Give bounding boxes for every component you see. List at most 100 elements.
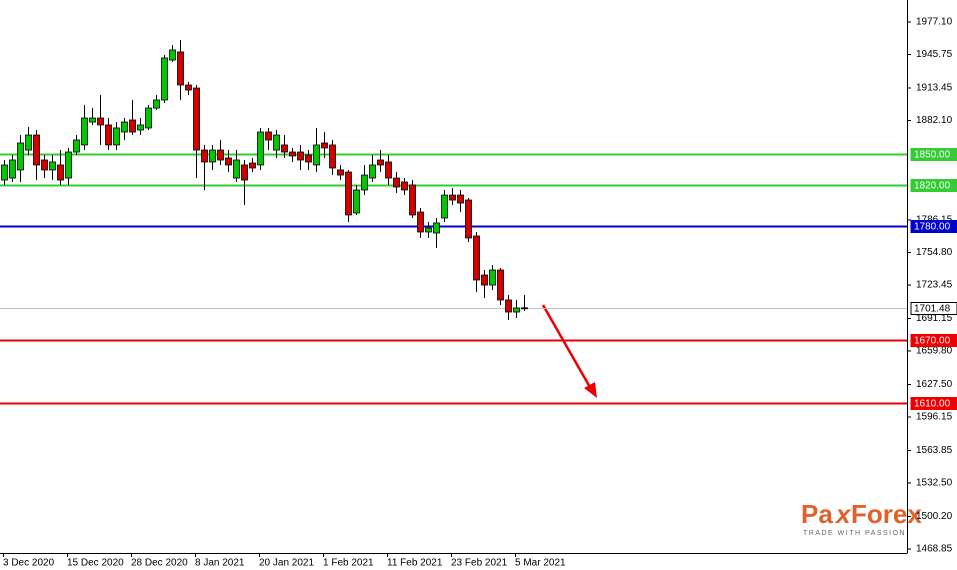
- x-tick-label: 3 Dec 2020: [3, 558, 55, 569]
- candle-body: [329, 144, 336, 169]
- candle-body: [345, 171, 352, 216]
- candle: [73, 135, 80, 156]
- candle: [401, 178, 408, 196]
- y-tick-label: 1977.10: [916, 17, 953, 28]
- candle-body: [1, 164, 8, 181]
- candle: [433, 217, 440, 249]
- candle-body: [185, 84, 192, 91]
- candle-body: [153, 99, 160, 109]
- candle: [457, 189, 464, 213]
- x-tick-label: 15 Dec 2020: [67, 558, 124, 569]
- candle-body: [297, 151, 304, 161]
- candle-body: [217, 149, 224, 161]
- x-tick-label: 11 Feb 2021: [387, 558, 443, 569]
- y-tick-label: 1596.15: [916, 412, 953, 423]
- candle-body: [249, 162, 256, 169]
- candle: [425, 222, 432, 238]
- candle: [185, 82, 192, 95]
- candle: [41, 155, 48, 179]
- candle: [417, 208, 424, 238]
- candle: [449, 187, 456, 206]
- candle-body: [337, 169, 344, 176]
- candle: [497, 268, 504, 305]
- candle-body: [489, 269, 496, 286]
- candle: [521, 295, 528, 311]
- candle-body: [425, 227, 432, 233]
- candle: [145, 105, 152, 131]
- tagline: TRADE WITH PASSION: [803, 530, 906, 537]
- candle: [33, 130, 40, 181]
- candle-body: [33, 134, 40, 166]
- y-tick-label: 1913.45: [916, 83, 953, 94]
- candle-body: [97, 117, 104, 126]
- level-label: 1820.00: [914, 181, 951, 192]
- candle: [249, 158, 256, 173]
- candle-body: [225, 157, 232, 166]
- y-tick-label: 1723.45: [916, 280, 953, 291]
- candle: [193, 85, 200, 179]
- brand-part: Pa: [801, 499, 833, 529]
- y-tick-label: 1563.85: [916, 445, 953, 456]
- candle: [49, 155, 56, 181]
- candle-body: [441, 194, 448, 219]
- level-label-box: [910, 397, 957, 410]
- candle: [81, 105, 88, 151]
- y-tick-label: 1882.10: [916, 115, 953, 126]
- x-tick-label: 23 Feb 2021: [451, 558, 508, 569]
- candle-body: [17, 142, 24, 171]
- candle: [441, 189, 448, 223]
- candle: [121, 118, 128, 140]
- y-tick-label: 1945.75: [916, 49, 953, 60]
- candle: [265, 127, 272, 151]
- candle: [209, 144, 216, 170]
- candle-body: [409, 184, 416, 216]
- candle-body: [9, 159, 16, 179]
- level-label: 1780.00: [914, 222, 951, 233]
- brand-part: Forex: [851, 499, 922, 529]
- candle-body: [137, 124, 144, 131]
- candle: [201, 144, 208, 190]
- candle-body: [521, 307, 528, 310]
- candle: [473, 231, 480, 293]
- candle: [25, 127, 32, 156]
- candle-body: [433, 222, 440, 234]
- candle: [89, 108, 96, 125]
- candle-body: [209, 149, 216, 163]
- candle: [17, 135, 24, 182]
- candle: [65, 147, 72, 185]
- candle-body: [497, 269, 504, 301]
- candle: [1, 159, 8, 185]
- candle: [505, 295, 512, 320]
- y-tick-label: 1659.80: [916, 346, 953, 357]
- candle-body: [81, 117, 88, 146]
- candle: [97, 94, 104, 145]
- candle: [9, 155, 16, 182]
- candle: [105, 118, 112, 151]
- candle: [289, 147, 296, 162]
- candle: [321, 132, 328, 159]
- logo: Pa x Forex TRADE WITH PASSION: [801, 499, 922, 537]
- x-tick-label: 20 Jan 2021: [259, 558, 314, 569]
- candle-body: [57, 164, 64, 181]
- x-tick-label: 5 Mar 2021: [515, 558, 566, 569]
- candle-body: [65, 151, 72, 179]
- candle-body: [313, 144, 320, 166]
- candle: [369, 155, 376, 182]
- candle: [177, 40, 184, 100]
- y-tick-label: 1500.20: [916, 511, 953, 522]
- candle: [153, 94, 160, 111]
- forecast-arrow: [541, 304, 597, 398]
- candle: [161, 54, 168, 103]
- candle-body: [449, 194, 456, 201]
- candle-body: [361, 174, 368, 191]
- candle-body: [129, 119, 136, 133]
- candle-body: [305, 154, 312, 163]
- candle-body: [233, 159, 240, 179]
- candle-body: [105, 124, 112, 146]
- candle-body: [169, 49, 176, 61]
- y-tick-label: 1691.15: [916, 313, 953, 324]
- candle: [361, 164, 368, 196]
- levels: 1850.00 1820.00 1780.00 1701.48 1670.00 1610.…: [0, 148, 957, 410]
